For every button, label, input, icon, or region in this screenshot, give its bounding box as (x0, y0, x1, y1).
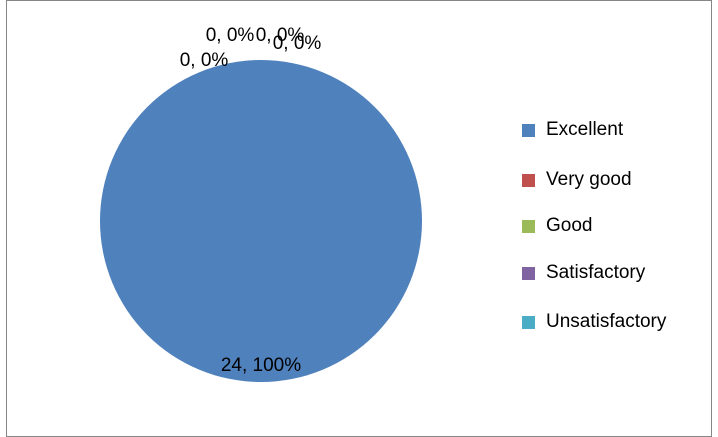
data-label: 24, 100% (221, 355, 301, 376)
legend-label: Very good (546, 169, 632, 190)
legend-label: Unsatisfactory (546, 311, 667, 332)
data-label: 0, 0% (256, 25, 305, 46)
legend-swatch (522, 316, 535, 329)
legend-swatch (522, 124, 535, 137)
data-label: 0, 0% (206, 25, 255, 46)
pie-slice (100, 60, 422, 382)
legend-label: Excellent (546, 119, 624, 140)
legend-swatch (522, 220, 535, 233)
data-label: 0, 0% (180, 50, 229, 71)
legend-swatch (522, 267, 535, 280)
legend-label: Good (546, 215, 592, 236)
legend-label: Satisfactory (546, 262, 646, 283)
legend-swatch (522, 174, 535, 187)
data-label: 0, 0% (273, 33, 322, 54)
